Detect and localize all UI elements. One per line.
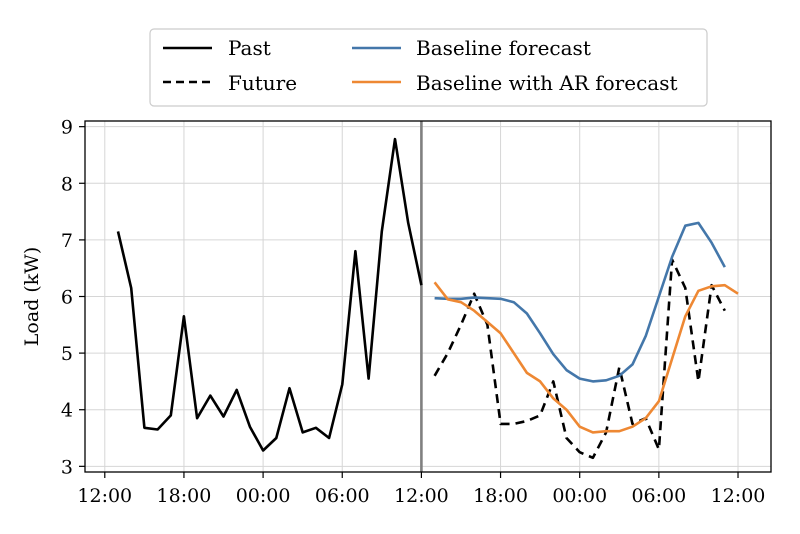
past-line bbox=[116, 137, 423, 452]
y-tick-label: 6 bbox=[61, 287, 73, 309]
x-tick-label: 18:00 bbox=[473, 485, 528, 507]
grid bbox=[85, 121, 771, 472]
y-ticks: 3 4 5 6 7 8 9 bbox=[61, 117, 85, 478]
legend-label-baseline: Baseline forecast bbox=[416, 36, 591, 60]
y-tick-label: 7 bbox=[61, 230, 73, 252]
series-lines bbox=[116, 137, 739, 460]
legend: Past Future Baseline forecast Baseline w… bbox=[149, 28, 708, 107]
x-tick-label: 06:00 bbox=[315, 485, 370, 507]
x-ticks: 12:00 18:00 00:00 06:00 12:00 18:00 00:00 06:00… bbox=[77, 472, 765, 507]
baseline-forecast-line bbox=[434, 221, 726, 383]
baseline-ar-forecast-line bbox=[433, 281, 739, 434]
legend-label-past: Past bbox=[228, 36, 271, 60]
x-tick-label: 12:00 bbox=[394, 485, 449, 507]
y-tick-label: 8 bbox=[61, 173, 73, 195]
x-tick-label: 12:00 bbox=[77, 485, 132, 507]
legend-label-baseline-ar: Baseline with AR forecast bbox=[416, 71, 678, 95]
x-tick-label: 06:00 bbox=[631, 485, 686, 507]
future-line bbox=[433, 258, 726, 460]
legend-label-future: Future bbox=[228, 71, 297, 95]
y-tick-label: 5 bbox=[61, 343, 73, 365]
y-tick-label: 4 bbox=[61, 400, 73, 422]
x-tick-label: 00:00 bbox=[236, 485, 291, 507]
y-tick-label: 3 bbox=[61, 456, 73, 478]
y-tick-label: 9 bbox=[61, 117, 73, 139]
x-tick-label: 12:00 bbox=[711, 485, 766, 507]
x-tick-label: 18:00 bbox=[157, 485, 212, 507]
y-axis-label: Load (kW) bbox=[21, 247, 43, 346]
x-tick-label: 00:00 bbox=[552, 485, 607, 507]
legend-frame bbox=[149, 28, 708, 107]
